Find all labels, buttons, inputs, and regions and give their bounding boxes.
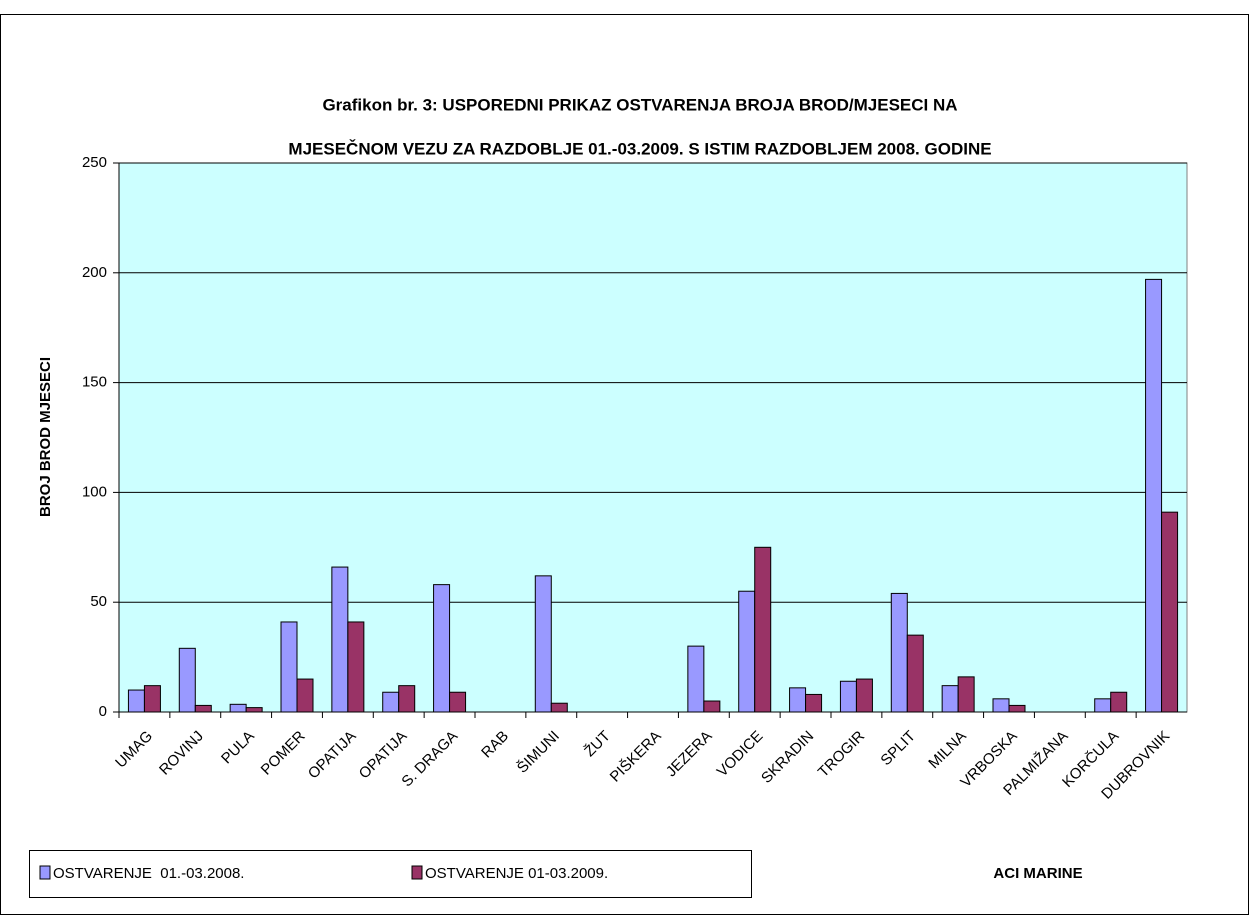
y-tick-label: 100 [82,483,107,500]
bar [789,687,807,713]
bar [1110,691,1128,713]
bar [703,700,721,713]
bar [331,566,349,713]
y-axis-label: BROJ BROD MJESECI [37,357,54,517]
legend-swatch [411,865,423,880]
legend-label: OSTVARENJE 01-03.2009. [425,865,608,882]
legend-label: OSTVARENJE 01.-03.2008. [53,865,244,882]
bar [347,621,365,713]
bar [839,680,857,713]
bar [178,647,196,713]
plot-area [118,162,1188,713]
bar [433,584,451,713]
bar [296,678,314,713]
bar [754,546,772,713]
chart-title: Grafikon br. 3: USPOREDNI PRIKAZ OSTVARE… [322,95,957,114]
bar [687,645,705,713]
bar [1145,278,1163,713]
y-tick-label: 50 [90,593,107,610]
bar [1161,511,1179,713]
bar [1008,704,1026,713]
bar [906,634,924,713]
bar [382,691,400,713]
legend-box [29,850,752,898]
bar [941,685,959,713]
bar [280,621,298,713]
bar [738,590,756,713]
bar [957,676,975,713]
bar [992,698,1010,713]
bar [805,693,823,713]
y-tick-label: 0 [99,703,107,720]
y-tick-label: 150 [82,374,107,391]
bar [855,678,873,713]
bar [194,704,212,713]
bar [245,707,263,713]
bar [1094,698,1112,713]
y-tick-label: 250 [82,154,107,171]
bar [550,702,568,713]
y-tick-label: 200 [82,264,107,281]
chart-title: MJESEČNOM VEZU ZA RAZDOBLJE 01.-03.2009.… [288,139,991,158]
bar [449,691,467,713]
bar [229,703,247,713]
x-axis-label: ACI MARINE [993,865,1082,882]
bar [143,685,161,713]
bar [398,685,416,713]
bar [890,592,908,713]
bar [534,575,552,713]
legend-swatch [39,865,51,880]
bar [127,689,145,713]
